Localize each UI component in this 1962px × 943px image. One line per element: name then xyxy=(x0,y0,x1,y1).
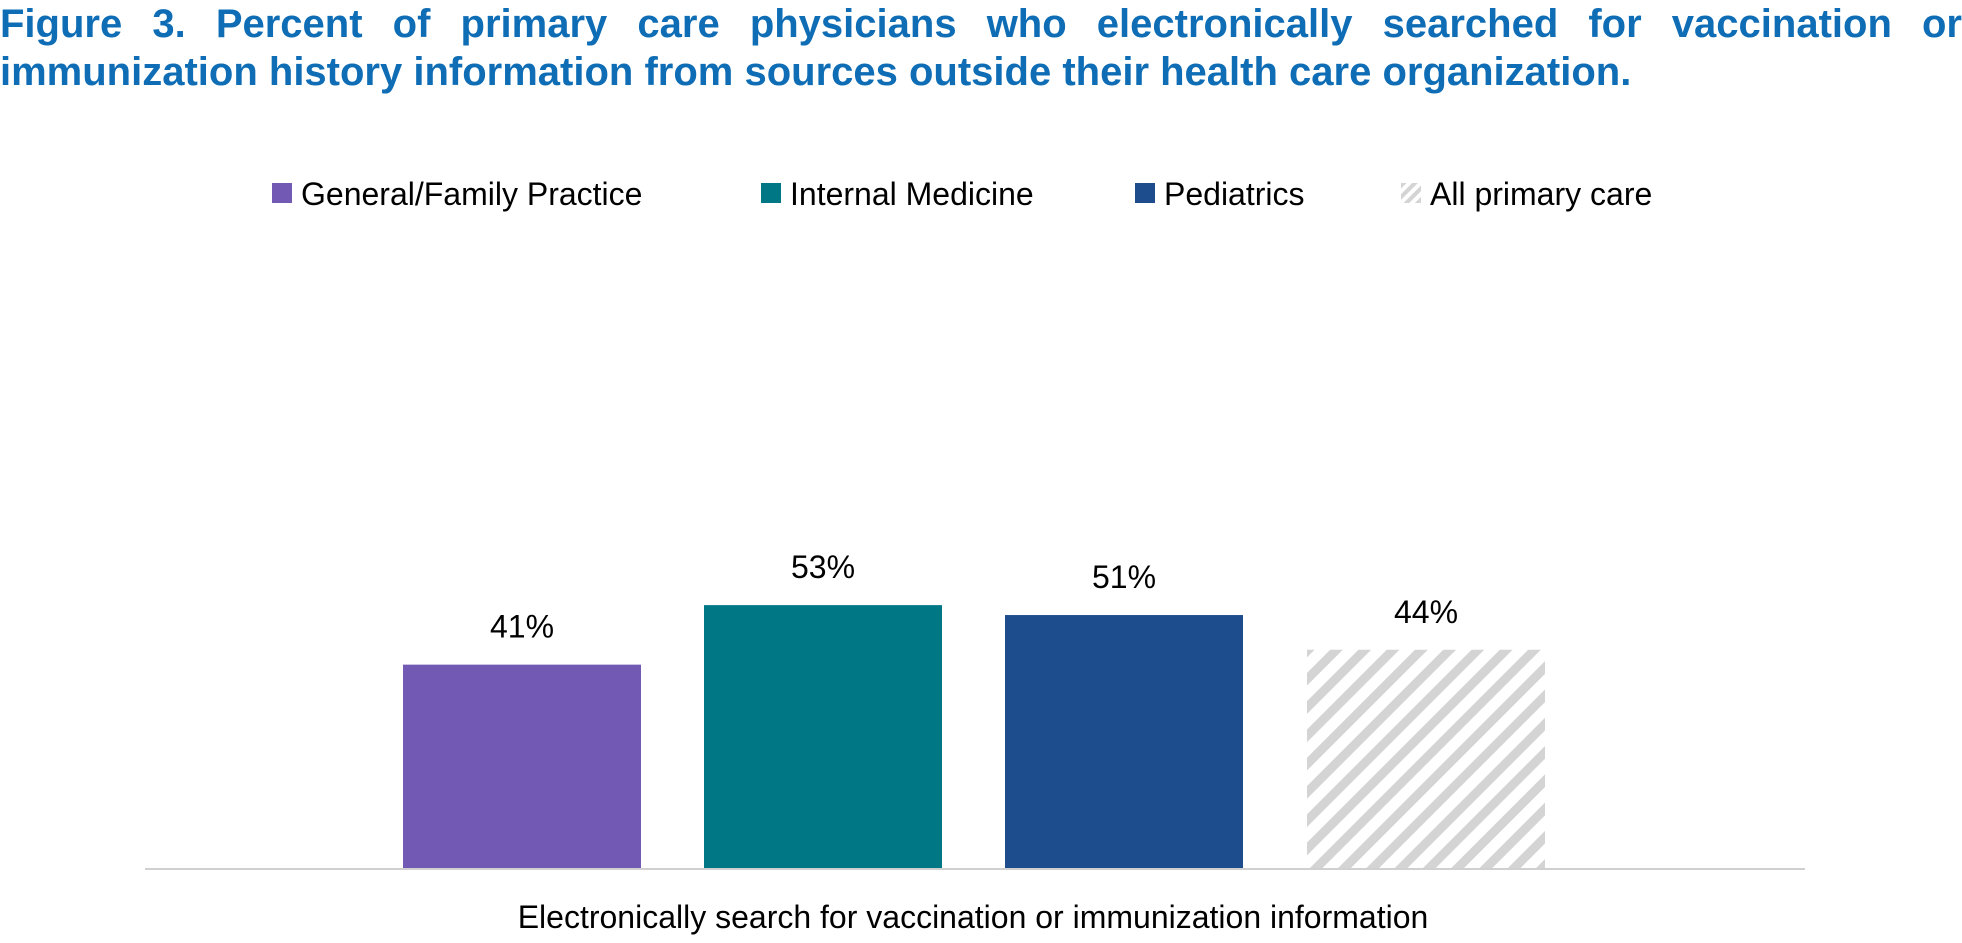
bar-group xyxy=(403,605,1545,868)
legend-label-pediatrics: Pediatrics xyxy=(1164,176,1305,212)
data-label-pediatrics: 51% xyxy=(1092,559,1156,595)
bar-all-primary-care xyxy=(1307,649,1545,868)
bar-general-family-practice xyxy=(403,664,641,868)
x-category-label: Electronically search for vaccination or… xyxy=(518,899,1429,935)
data-label-internal-medicine: 53% xyxy=(791,549,855,585)
bar-pediatrics xyxy=(1005,615,1243,868)
legend-swatch-general-family-practice xyxy=(272,183,292,203)
data-label-all-primary-care: 44% xyxy=(1394,594,1458,630)
legend-swatch-pediatrics xyxy=(1135,183,1155,203)
legend-swatch-all-primary-care xyxy=(1401,183,1421,203)
legend-label-general-family-practice: General/Family Practice xyxy=(301,176,642,212)
data-label-general-family-practice: 41% xyxy=(490,609,554,645)
figure-title: Figure 3. Percent of primary care physic… xyxy=(0,2,1962,94)
legend-label-all-primary-care: All primary care xyxy=(1430,176,1652,212)
bar-internal-medicine xyxy=(704,605,942,868)
chart-legend: General/Family Practice Internal Medicine… xyxy=(272,176,1652,212)
legend-label-internal-medicine: Internal Medicine xyxy=(790,176,1034,212)
legend-swatch-internal-medicine xyxy=(761,183,781,203)
data-label-group: 41% 53% 51% 44% xyxy=(490,549,1458,645)
